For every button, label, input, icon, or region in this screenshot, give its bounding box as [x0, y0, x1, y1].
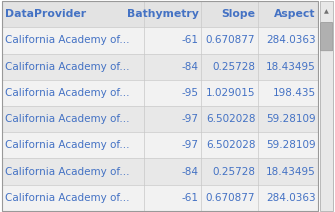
Text: 59.28109: 59.28109: [266, 140, 316, 150]
Text: DataProvider: DataProvider: [5, 9, 86, 19]
Text: -97: -97: [182, 140, 199, 150]
Text: 284.0363: 284.0363: [266, 193, 316, 203]
Text: 59.28109: 59.28109: [266, 114, 316, 124]
Text: California Academy of...: California Academy of...: [5, 88, 130, 98]
Text: 284.0363: 284.0363: [266, 35, 316, 45]
Text: California Academy of...: California Academy of...: [5, 62, 130, 72]
Text: California Academy of...: California Academy of...: [5, 140, 130, 150]
Text: -95: -95: [182, 88, 199, 98]
Text: 198.435: 198.435: [272, 88, 316, 98]
Text: California Academy of...: California Academy of...: [5, 193, 130, 203]
Text: Aspect: Aspect: [274, 9, 316, 19]
FancyBboxPatch shape: [321, 23, 333, 51]
Bar: [320, 1, 333, 22]
Bar: [2, 1, 318, 27]
Text: 18.43495: 18.43495: [266, 167, 316, 177]
Text: -84: -84: [182, 62, 199, 72]
Bar: [2, 80, 318, 106]
Bar: [2, 132, 318, 159]
Text: -61: -61: [182, 35, 199, 45]
Bar: [2, 158, 318, 185]
Text: California Academy of...: California Academy of...: [5, 35, 130, 45]
Bar: [2, 106, 318, 132]
Text: -84: -84: [182, 167, 199, 177]
Bar: [2, 27, 318, 54]
Text: California Academy of...: California Academy of...: [5, 114, 130, 124]
Text: 0.670877: 0.670877: [206, 35, 255, 45]
Bar: [2, 185, 318, 211]
Text: 6.502028: 6.502028: [206, 114, 255, 124]
Text: 18.43495: 18.43495: [266, 62, 316, 72]
Bar: [2, 53, 318, 80]
Text: -97: -97: [182, 114, 199, 124]
Text: Bathymetry: Bathymetry: [127, 9, 199, 19]
Text: ▲: ▲: [324, 9, 329, 14]
Text: 0.25728: 0.25728: [212, 62, 255, 72]
Bar: [320, 1, 333, 211]
Text: -61: -61: [182, 193, 199, 203]
Text: 0.25728: 0.25728: [212, 167, 255, 177]
Text: 1.029015: 1.029015: [206, 88, 255, 98]
Text: California Academy of...: California Academy of...: [5, 167, 130, 177]
Text: 6.502028: 6.502028: [206, 140, 255, 150]
Text: 0.670877: 0.670877: [206, 193, 255, 203]
Text: Slope: Slope: [221, 9, 255, 19]
